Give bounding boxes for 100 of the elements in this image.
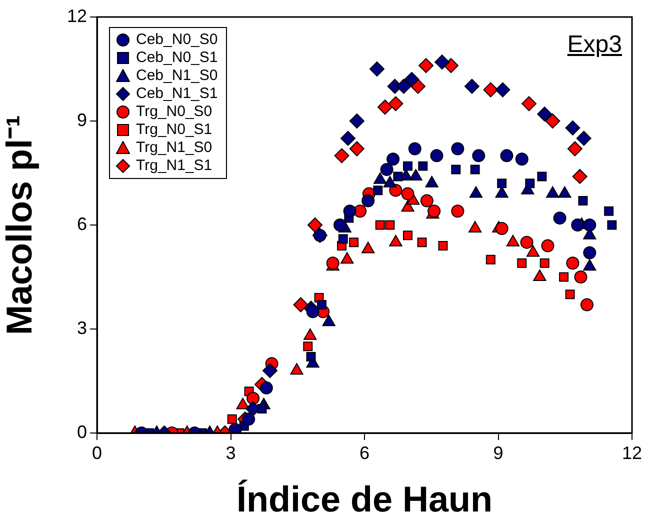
point xyxy=(495,222,508,235)
point xyxy=(369,62,384,76)
point xyxy=(306,352,316,362)
y-tick-label: 9 xyxy=(76,110,87,130)
y-axis-title: Macollos pl⁻¹ xyxy=(0,114,40,336)
point xyxy=(583,218,596,232)
point xyxy=(583,246,596,260)
legend-label: Ceb_N1_S0 xyxy=(136,67,218,85)
point xyxy=(388,96,404,112)
point xyxy=(537,172,547,182)
point xyxy=(472,149,486,162)
legend-label: Trg_N1_S1 xyxy=(136,157,212,175)
point xyxy=(418,161,428,171)
x-tick-label: 6 xyxy=(359,442,370,463)
x-tick-label: 9 xyxy=(493,442,504,463)
point xyxy=(576,130,592,146)
point xyxy=(322,314,336,326)
point xyxy=(525,178,535,188)
x-tick-label: 12 xyxy=(622,442,642,463)
point xyxy=(583,259,596,271)
point xyxy=(349,114,364,128)
point xyxy=(408,142,422,156)
annotation: Exp3 xyxy=(567,31,622,59)
point xyxy=(578,196,588,206)
point xyxy=(565,120,580,136)
point xyxy=(430,149,444,162)
point xyxy=(483,82,498,98)
point xyxy=(418,58,434,74)
point xyxy=(380,163,394,176)
legend-label: Ceb_N0_S0 xyxy=(136,31,218,49)
point xyxy=(343,204,356,218)
point xyxy=(537,106,552,122)
point xyxy=(378,100,393,115)
legend-label: Trg_N0_S1 xyxy=(136,121,212,139)
point xyxy=(553,212,566,225)
point xyxy=(354,204,367,218)
point xyxy=(522,96,537,112)
point xyxy=(517,258,527,268)
point xyxy=(303,342,313,352)
point xyxy=(403,230,412,240)
point xyxy=(567,141,582,156)
point xyxy=(333,218,346,232)
y-tick-label: 3 xyxy=(76,318,87,338)
point xyxy=(334,148,350,164)
point xyxy=(340,252,354,264)
point xyxy=(308,218,323,232)
point xyxy=(306,305,320,318)
legend-label: Ceb_N1_S1 xyxy=(136,85,218,103)
point xyxy=(486,254,496,264)
x-tick-label: 3 xyxy=(226,442,236,463)
point xyxy=(451,164,461,174)
point xyxy=(340,130,356,146)
point xyxy=(500,149,514,162)
y-tick-label: 0 xyxy=(76,422,87,442)
point xyxy=(470,164,480,174)
point xyxy=(313,228,326,242)
x-tick-label: 0 xyxy=(92,442,102,463)
point xyxy=(572,168,588,184)
point xyxy=(236,398,250,410)
point xyxy=(438,241,448,251)
point xyxy=(565,290,575,300)
point xyxy=(316,300,326,310)
point xyxy=(338,234,348,244)
point xyxy=(417,238,427,248)
point xyxy=(403,161,412,171)
point xyxy=(464,78,480,94)
y-tick-label: 6 xyxy=(76,214,87,234)
point xyxy=(293,297,308,312)
point xyxy=(401,187,414,200)
point xyxy=(566,256,580,270)
point xyxy=(571,218,584,232)
point xyxy=(290,363,304,375)
legend-label: Trg_N0_S0 xyxy=(136,103,212,121)
point xyxy=(375,220,385,230)
point xyxy=(246,392,260,405)
point xyxy=(257,404,267,414)
point xyxy=(362,194,375,208)
point xyxy=(393,172,403,182)
point xyxy=(607,220,617,230)
point xyxy=(420,194,434,208)
point xyxy=(385,220,395,230)
point xyxy=(434,54,450,70)
point xyxy=(396,78,412,94)
point xyxy=(520,236,534,249)
point xyxy=(580,298,594,312)
point xyxy=(451,142,464,156)
point xyxy=(227,414,237,424)
point xyxy=(574,270,588,284)
point xyxy=(242,412,256,426)
legend-label: Trg_N1_S0 xyxy=(136,139,212,157)
point xyxy=(386,152,400,166)
point xyxy=(604,206,614,216)
point xyxy=(541,239,554,252)
point xyxy=(373,186,383,196)
point xyxy=(495,82,510,98)
x-axis-title: Índice de Haun xyxy=(236,478,493,520)
point xyxy=(540,258,550,268)
legend-label: Ceb_N0_S1 xyxy=(136,49,218,67)
point xyxy=(545,114,560,128)
point xyxy=(262,363,278,378)
